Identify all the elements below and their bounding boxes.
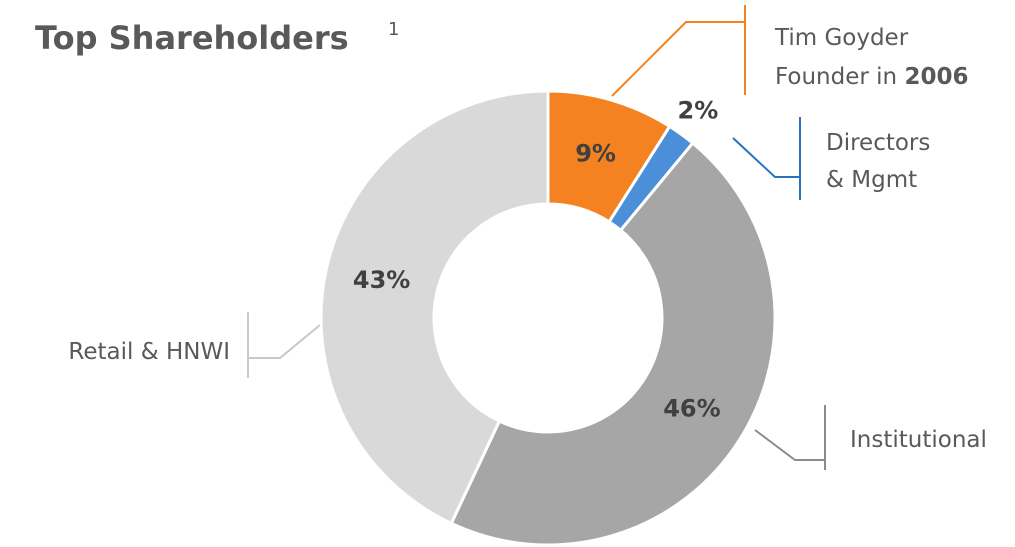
category-label: Directors — [826, 130, 930, 156]
category-label: Founder in 2006 — [775, 64, 968, 90]
leader-line — [732, 137, 800, 178]
title-superscript: 1 — [388, 19, 399, 40]
category-label-run: Institutional — [850, 427, 987, 453]
donut-segment — [546, 89, 672, 224]
category-label-run: Tim Goyder — [774, 25, 909, 51]
leader-line — [754, 429, 825, 461]
leader-lines — [247, 5, 826, 470]
category-label: Tim Goyder — [774, 25, 909, 51]
category-label-run: 2006 — [904, 64, 968, 90]
leader-line — [611, 21, 745, 97]
category-label-run: Founder in — [775, 64, 904, 90]
category-label-run: Retail & HNWI — [68, 339, 230, 365]
leader-line — [248, 324, 321, 359]
value-label: 2% — [678, 97, 719, 125]
category-label: Retail & HNWI — [68, 339, 230, 365]
category-label-run: & Mgmt — [826, 167, 917, 193]
value-label: 43% — [353, 266, 410, 294]
value-label: 9% — [575, 139, 616, 167]
category-label-run: Directors — [826, 130, 930, 156]
category-label: & Mgmt — [826, 167, 917, 193]
chart-title: Top Shareholders — [35, 19, 349, 57]
donut-segment — [319, 89, 550, 526]
value-label: 46% — [663, 394, 720, 422]
category-label: Institutional — [850, 427, 987, 453]
donut-segment — [449, 140, 777, 547]
